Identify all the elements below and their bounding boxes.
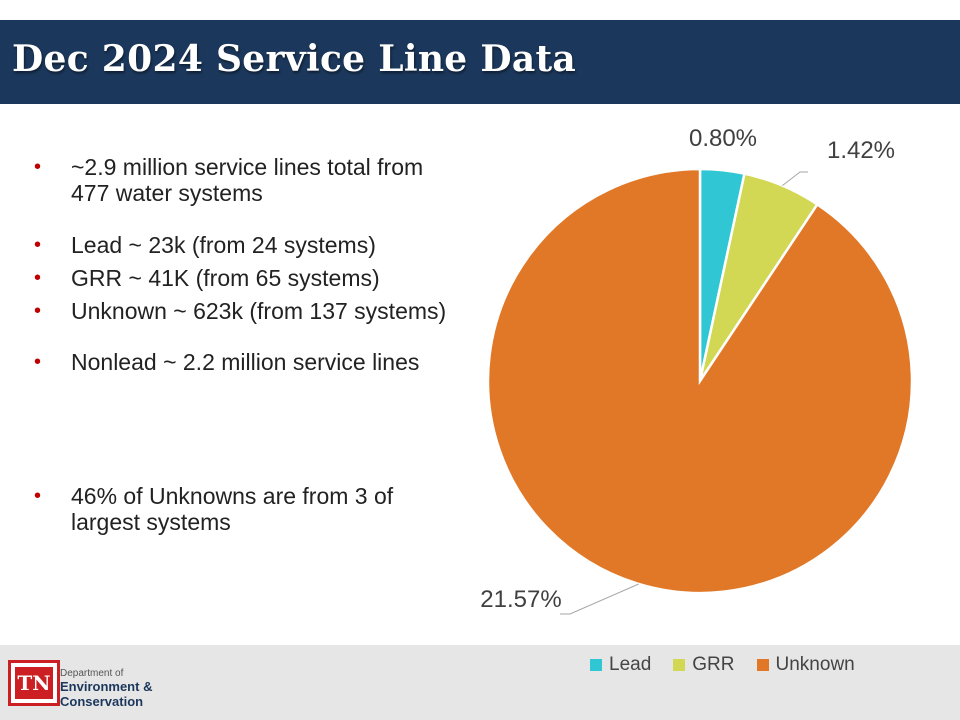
legend-swatch <box>673 659 686 671</box>
bullet-text: 46% of Unknowns are from 3 of largest sy… <box>71 483 394 535</box>
bullet-text: ~2.9 million service lines total from 47… <box>71 154 424 206</box>
bullet-text: Unknown ~ 623k (from 137 systems) <box>71 298 447 324</box>
bullet-text: GRR ~ 41K (from 65 systems) <box>71 265 380 291</box>
bullet-item: • Lead ~ 23k (from 24 systems) <box>34 232 464 258</box>
department-line: Department of <box>60 668 124 679</box>
bullet-marker: • <box>34 156 42 178</box>
department-line: Conservation <box>60 694 144 709</box>
data-label-grr: 1.42% <box>827 137 895 164</box>
department-line: Environment & <box>60 679 153 694</box>
chart-legend: Lead GRR Unknown <box>590 654 855 676</box>
bullet-item: • ~2.9 million service lines total from 4… <box>34 154 464 206</box>
bullet-item: • 46% of Unknowns are from 3 of largest s… <box>34 483 464 535</box>
slide-title: Dec 2024 Service Line Data <box>12 38 577 80</box>
legend-item-lead: Lead <box>590 654 651 676</box>
pie-chart: 0.80% 1.42% 21.57% <box>480 125 914 615</box>
legend-label: GRR <box>692 654 735 675</box>
leader-line-unknown <box>560 583 639 615</box>
legend-item-unknown: Unknown <box>756 654 855 676</box>
legend-swatch <box>590 659 602 671</box>
legend-swatch <box>756 659 769 671</box>
bullet-item: • Unknown ~ 623k (from 137 systems) <box>34 298 464 324</box>
legend-item-grr: GRR <box>673 654 735 676</box>
tn-logo-mark: TN <box>15 667 53 699</box>
bullet-list: • ~2.9 million service lines total from 4… <box>34 150 464 535</box>
bullet-marker: • <box>34 485 42 507</box>
footer-bar <box>0 645 960 720</box>
bullet-marker: • <box>34 300 42 322</box>
tn-logo: TN <box>8 660 60 706</box>
data-label-lead: 0.80% <box>689 125 757 152</box>
legend-label: Lead <box>609 654 652 675</box>
bullet-item: • GRR ~ 41K (from 65 systems) <box>34 265 464 291</box>
bullet-marker: • <box>34 267 42 289</box>
bullet-text: Nonlead ~ 2.2 million service lines <box>71 349 420 375</box>
bullet-marker: • <box>34 234 42 256</box>
pie-slice-unknown <box>486 167 914 595</box>
title-bar <box>0 20 960 104</box>
department-name: Department of Environment & Conservation <box>60 668 152 709</box>
leader-line-grr <box>782 171 808 187</box>
data-label-unknown: 21.57% <box>480 586 561 613</box>
bullet-marker: • <box>34 351 42 373</box>
legend-label: Unknown <box>775 654 855 675</box>
bullet-text: Lead ~ 23k (from 24 systems) <box>71 232 376 258</box>
bullet-item: • Nonlead ~ 2.2 million service lines <box>34 349 464 375</box>
